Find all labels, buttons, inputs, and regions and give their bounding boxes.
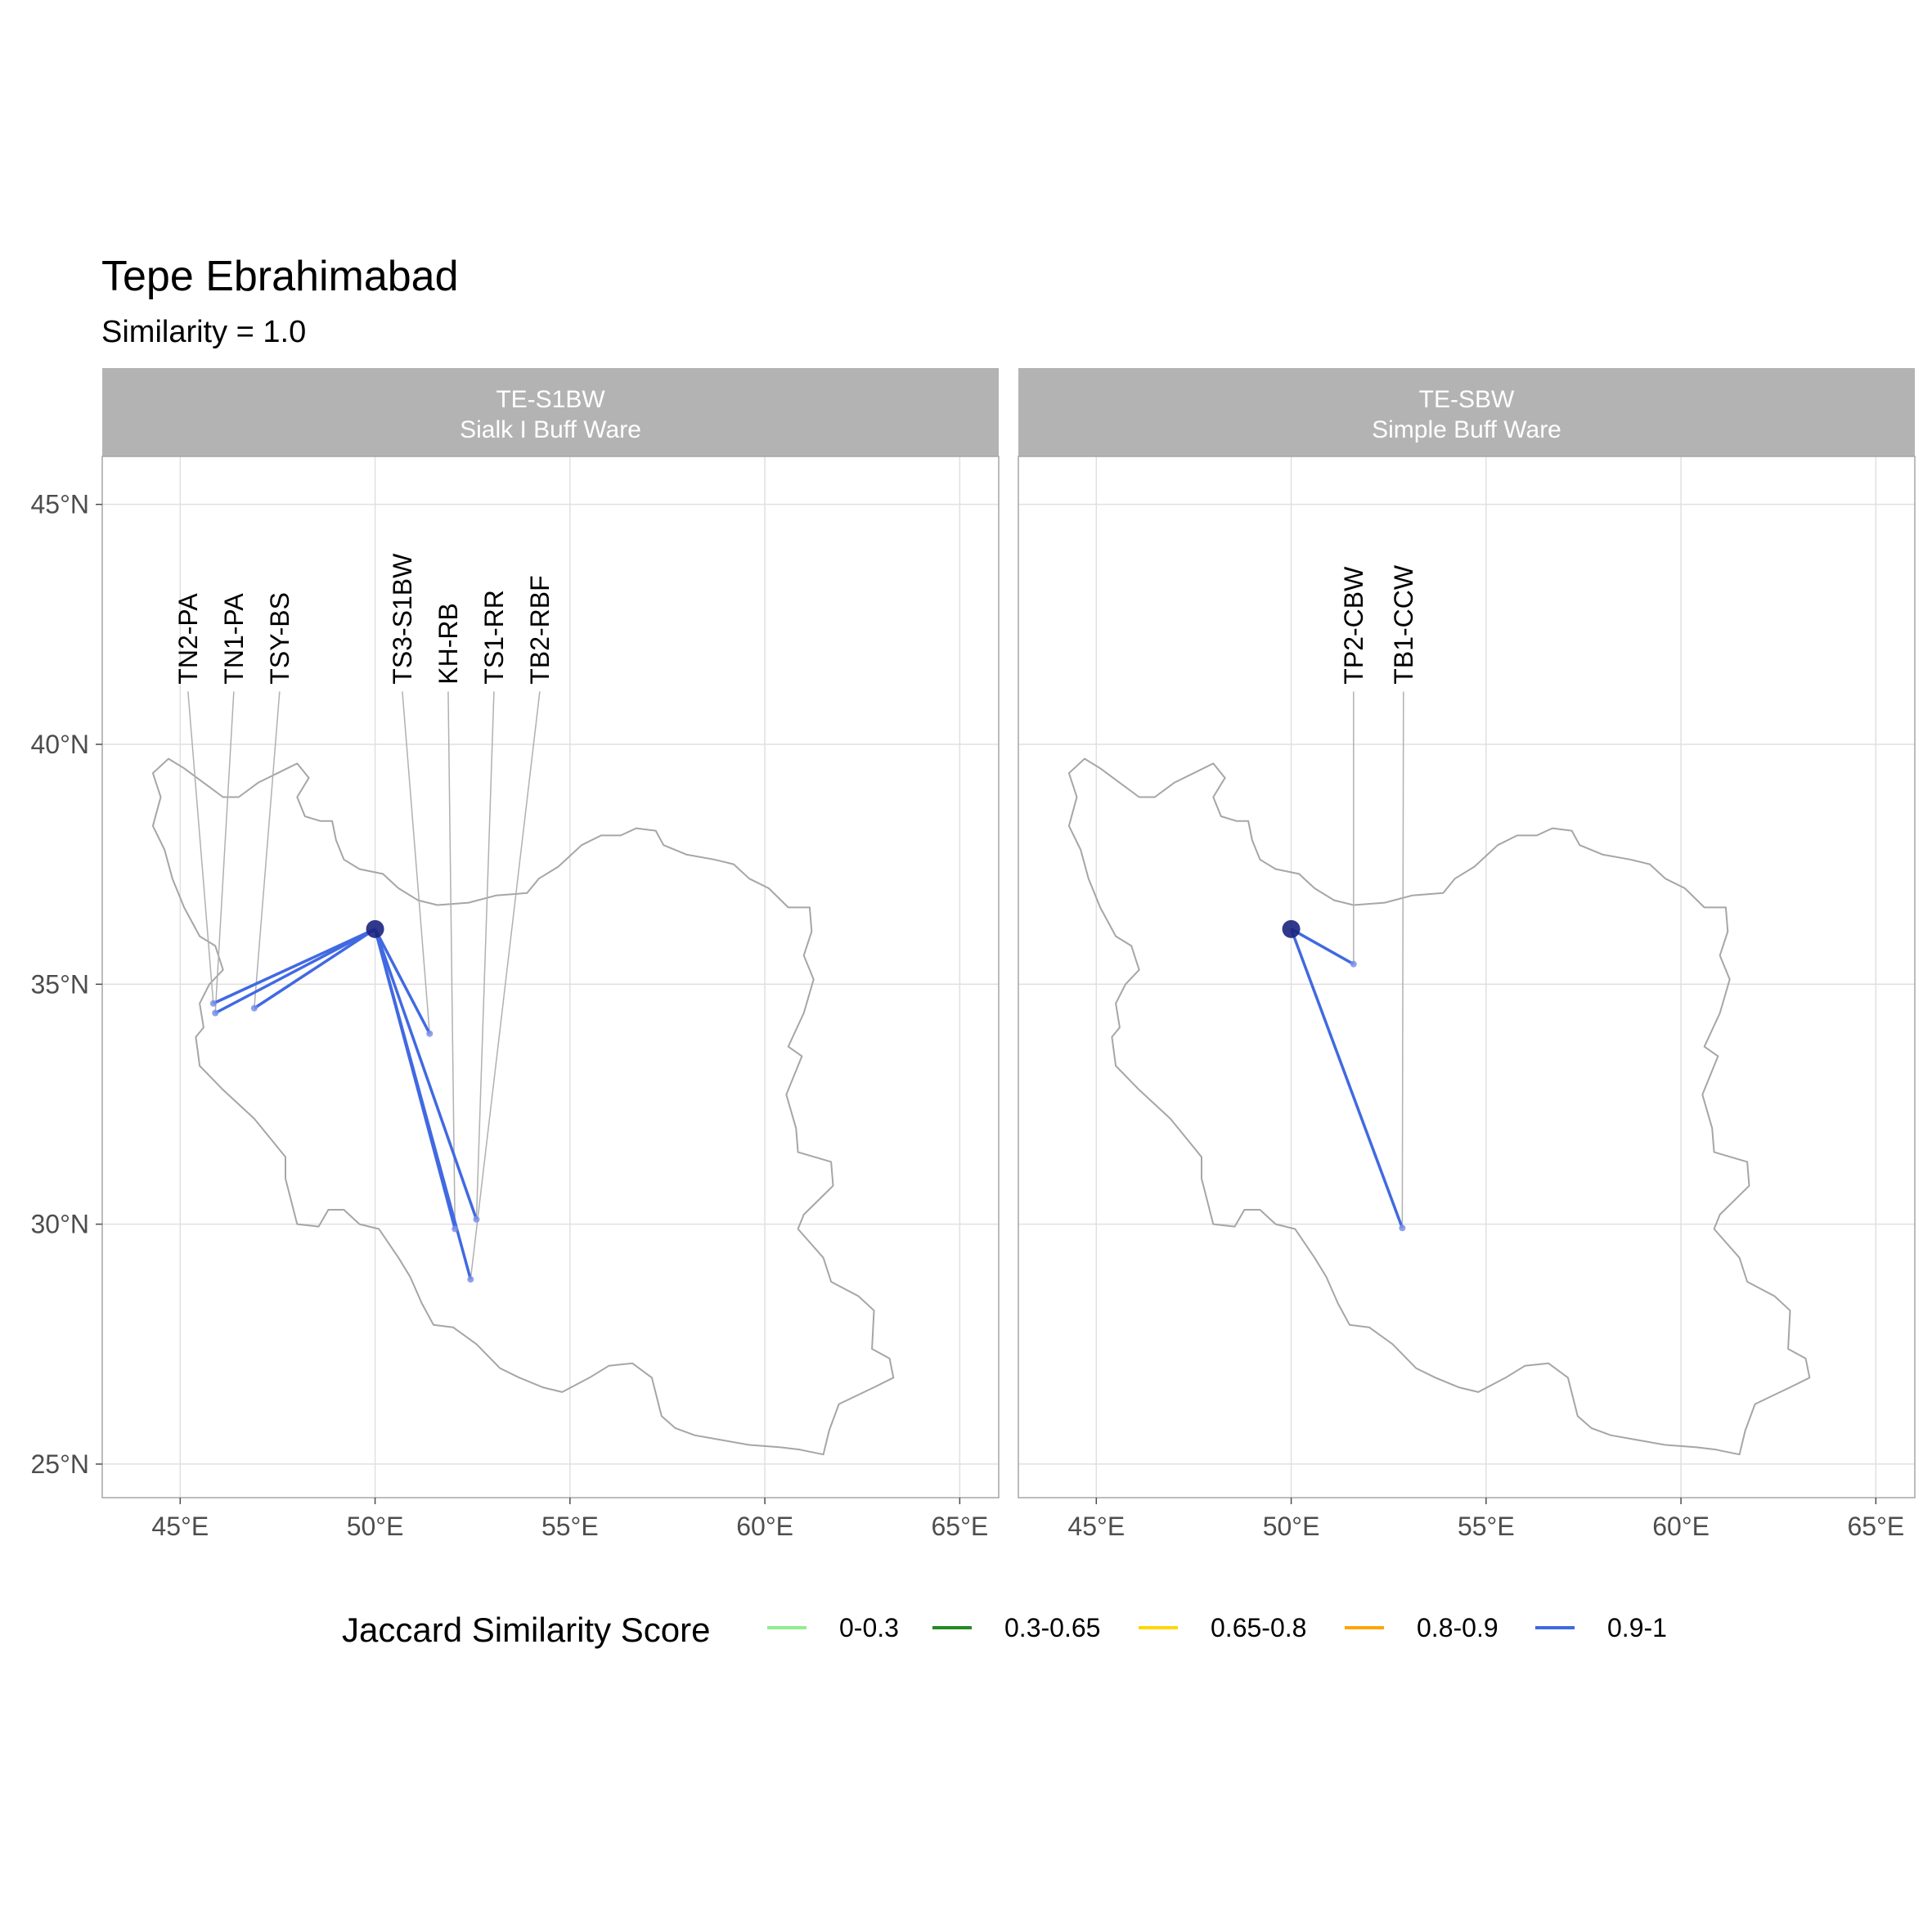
x-tick-label: 50°E [1263, 1512, 1320, 1541]
site-label: KH-RB [434, 603, 463, 685]
strip-code: TE-SBW [1419, 386, 1515, 413]
strip-code: TE-S1BW [496, 386, 605, 413]
x-tick-label: 65°E [931, 1512, 988, 1541]
legend-item-label: 0-0.3 [839, 1613, 899, 1642]
label-leader-line [214, 691, 235, 1013]
similarity-link [373, 928, 473, 1280]
country-outline [1067, 757, 1811, 1456]
label-leader-line [402, 691, 431, 1034]
legend: Jaccard Similarity Score 0-0.3 0.3-0.65 0.… [342, 1611, 1667, 1649]
x-tick-label: 55°E [1458, 1512, 1515, 1541]
label-leader-line [187, 691, 214, 1004]
label-leader-line [470, 691, 541, 1280]
site-point [250, 1004, 258, 1012]
site-label: TB2-RBF [525, 575, 555, 684]
similarity-link [1289, 928, 1404, 1229]
site-point [1399, 1224, 1406, 1232]
y-tick-label: 25°N [31, 1449, 90, 1479]
similarity-link [214, 928, 376, 1015]
panel-border [101, 456, 1000, 1498]
x-tick-label: 45°E [151, 1512, 209, 1541]
chart-title: Tepe Ebrahimabad [101, 253, 459, 300]
legend-item-label: 0.65-0.8 [1211, 1613, 1306, 1642]
site-label: TS3-S1BW [388, 553, 417, 685]
site-point [426, 1030, 434, 1037]
label-leader-line [475, 691, 495, 1220]
y-tick-label: 30°N [31, 1210, 90, 1239]
panel-border [1018, 456, 1916, 1498]
legend-item-label: 0.3-0.65 [1004, 1613, 1100, 1642]
y-axis: 25°N 30°N 35°N 40°N 45°N [31, 490, 102, 1479]
similarity-link [253, 928, 376, 1010]
site-point [452, 1225, 459, 1233]
chart-subtitle: Similarity = 1.0 [101, 315, 306, 349]
legend-item-label: 0.8-0.9 [1417, 1613, 1498, 1642]
origin-site-point [1282, 919, 1301, 938]
y-tick-label: 35°N [31, 969, 90, 999]
site-label: TS1-RR [479, 590, 509, 685]
x-tick-label: 60°E [736, 1512, 793, 1541]
y-tick-label: 45°N [31, 490, 90, 519]
site-point [473, 1215, 480, 1223]
site-label: TN1-PA [219, 593, 249, 685]
label-leader-line [447, 691, 456, 1229]
similarity-link [213, 928, 376, 1005]
facet-strip [102, 368, 999, 456]
site-point [467, 1276, 474, 1283]
strip-ware-name: Sialk I Buff Ware [460, 416, 641, 443]
site-label: TSY-BS [265, 592, 294, 685]
x-tick-label: 45°E [1067, 1512, 1125, 1541]
site-point [209, 1000, 217, 1007]
legend-title: Jaccard Similarity Score [342, 1611, 710, 1649]
facet-strip [1018, 368, 1915, 456]
label-leader-line [254, 691, 281, 1009]
site-label: TB1-CCW [1389, 564, 1418, 685]
facet-panel-te-sbw: TE-SBW Simple Buff Ware TP2-CBW TB1-CCW 4… [1018, 368, 1916, 1541]
site-point [1350, 960, 1357, 968]
similarity-link [374, 928, 431, 1035]
similarity-link [1290, 928, 1355, 966]
site-label: TP2-CBW [1339, 566, 1368, 685]
x-tick-label: 60°E [1652, 1512, 1710, 1541]
origin-site-point [366, 919, 384, 938]
country-outline [151, 757, 895, 1456]
y-tick-label: 40°N [31, 730, 90, 759]
strip-ware-name: Simple Buff Ware [1372, 416, 1561, 443]
legend-item-label: 0.9-1 [1607, 1613, 1667, 1642]
site-label: TN2-PA [173, 593, 203, 685]
site-point [212, 1009, 219, 1017]
similarity-link [373, 928, 479, 1220]
facet-panel-te-s1bw: TE-S1BW Sialk I Buff Ware TN2-PA TN1-PA TS… [101, 368, 1000, 1541]
x-tick-label: 65°E [1847, 1512, 1904, 1541]
label-leader-line [1401, 691, 1404, 1229]
x-tick-label: 55°E [541, 1512, 599, 1541]
x-tick-label: 50°E [347, 1512, 404, 1541]
